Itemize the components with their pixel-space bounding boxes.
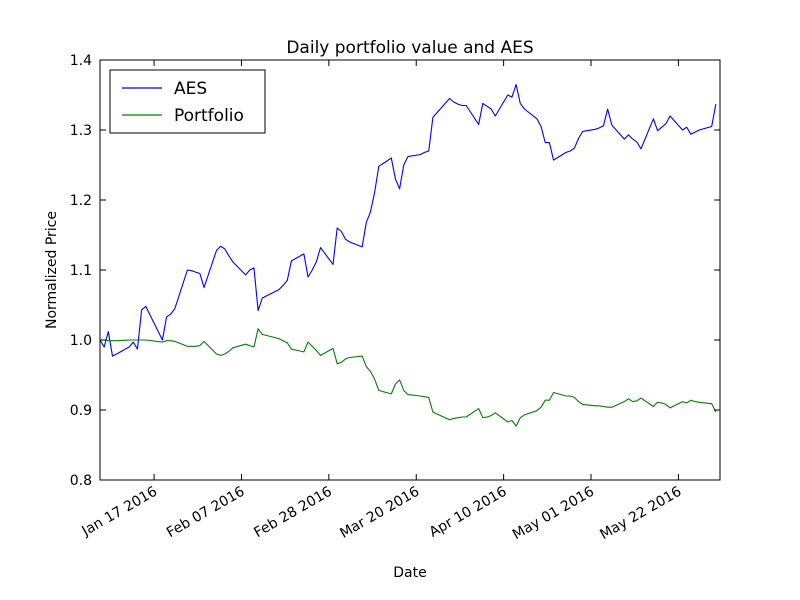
series-line-aes <box>99 83 717 357</box>
y-tick-label: 1.3 <box>70 123 92 139</box>
y-tick-label: 1.4 <box>70 53 92 69</box>
y-tick-label: 0.8 <box>70 473 92 489</box>
y-tick-label: 1.2 <box>70 193 92 209</box>
legend-label-aes: AES <box>174 79 207 99</box>
chart-title: Daily portfolio value and AES <box>286 38 533 58</box>
x-axis-label: Date <box>393 565 426 581</box>
legend: AES Portfolio <box>109 69 266 134</box>
series-line-portfolio <box>100 328 717 427</box>
series-layer <box>99 83 717 427</box>
legend-label-portfolio: Portfolio <box>174 106 244 126</box>
y-tick-label: 0.9 <box>70 403 92 419</box>
legend-box <box>109 69 266 134</box>
y-axis-label: Normalized Price <box>44 211 60 329</box>
y-tick-label: 1.1 <box>70 263 92 279</box>
y-tick-label: 1.0 <box>70 333 92 349</box>
